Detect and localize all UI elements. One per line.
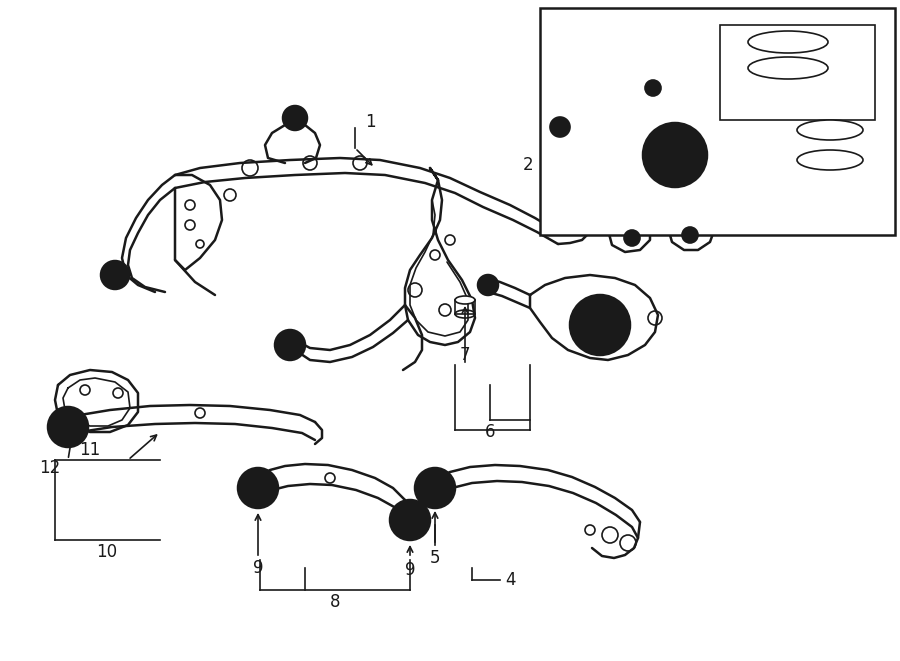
Circle shape xyxy=(645,80,661,96)
Circle shape xyxy=(275,330,305,360)
Text: 7: 7 xyxy=(460,346,470,364)
Text: 10: 10 xyxy=(96,543,118,561)
Text: 4: 4 xyxy=(505,571,516,589)
Ellipse shape xyxy=(455,296,475,304)
Bar xyxy=(540,8,895,235)
Circle shape xyxy=(423,476,447,500)
Circle shape xyxy=(390,500,430,540)
Text: 1: 1 xyxy=(364,113,375,131)
Circle shape xyxy=(398,508,422,532)
Circle shape xyxy=(570,295,630,355)
Circle shape xyxy=(415,468,455,508)
Ellipse shape xyxy=(748,31,828,53)
Text: 9: 9 xyxy=(405,561,415,579)
Circle shape xyxy=(283,106,307,130)
Text: 2: 2 xyxy=(523,156,534,174)
Text: 11: 11 xyxy=(79,441,100,459)
Circle shape xyxy=(101,261,129,289)
Circle shape xyxy=(48,407,88,447)
Circle shape xyxy=(682,227,698,243)
Text: 9: 9 xyxy=(253,559,263,577)
Circle shape xyxy=(550,117,570,137)
Circle shape xyxy=(478,275,498,295)
Circle shape xyxy=(579,200,609,230)
Text: 12: 12 xyxy=(39,459,60,477)
Circle shape xyxy=(643,123,707,187)
Text: 8: 8 xyxy=(329,593,340,611)
Circle shape xyxy=(238,468,278,508)
Circle shape xyxy=(56,415,80,439)
Text: 6: 6 xyxy=(485,423,495,441)
Circle shape xyxy=(246,476,270,500)
Ellipse shape xyxy=(797,120,863,140)
Circle shape xyxy=(624,230,640,246)
Bar xyxy=(720,25,875,120)
Text: 5: 5 xyxy=(430,549,440,567)
Text: 3: 3 xyxy=(693,46,703,64)
